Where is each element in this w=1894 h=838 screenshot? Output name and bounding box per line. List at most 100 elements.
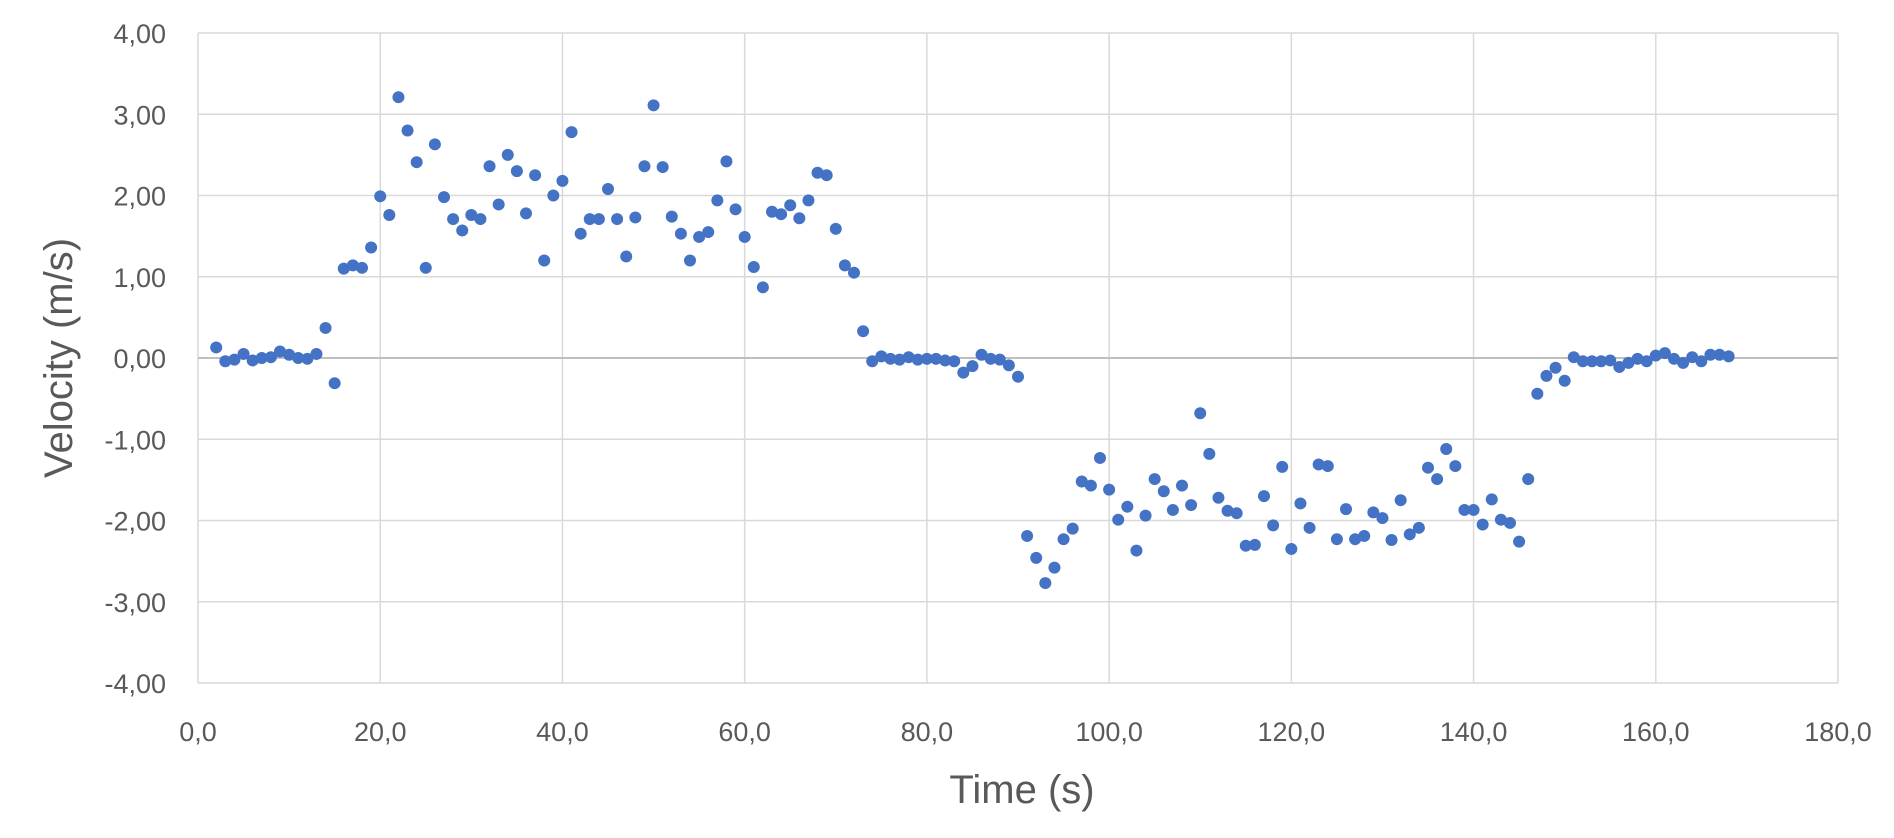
data-point xyxy=(1185,499,1198,512)
data-point xyxy=(1567,351,1580,364)
data-point xyxy=(401,124,414,137)
data-point xyxy=(1686,351,1699,364)
data-point xyxy=(474,213,487,226)
data-point xyxy=(1121,500,1134,513)
x-tick-label: 80,0 xyxy=(901,717,954,747)
data-point xyxy=(210,341,223,354)
data-point xyxy=(629,211,642,224)
y-tick-label: -3,00 xyxy=(104,588,166,618)
data-point xyxy=(583,213,596,226)
data-point xyxy=(984,352,997,365)
data-point xyxy=(1258,490,1270,503)
data-point xyxy=(638,160,651,173)
x-tick-label: 140,0 xyxy=(1440,717,1508,747)
data-point xyxy=(428,138,441,151)
data-point xyxy=(1057,533,1070,546)
y-tick-label: 2,00 xyxy=(113,182,166,212)
data-point xyxy=(346,259,359,272)
data-point xyxy=(720,155,733,168)
data-point xyxy=(893,353,906,366)
x-tick-label: 120,0 xyxy=(1258,717,1326,747)
gridlines xyxy=(197,32,1839,684)
y-tick-label: 1,00 xyxy=(113,263,166,293)
data-point xyxy=(611,213,624,226)
data-point xyxy=(246,354,259,367)
data-point xyxy=(1504,516,1516,529)
data-point xyxy=(1048,561,1061,574)
data-point xyxy=(930,352,942,365)
data-point xyxy=(328,377,341,390)
data-point xyxy=(1558,374,1571,387)
data-point xyxy=(1458,503,1471,516)
data-point xyxy=(1203,447,1216,460)
data-point xyxy=(602,183,614,195)
data-point xyxy=(274,345,286,358)
data-point xyxy=(356,261,368,274)
data-point xyxy=(565,126,578,139)
data-point xyxy=(1285,542,1298,555)
data-point xyxy=(1358,529,1371,542)
data-point xyxy=(1713,348,1726,361)
data-point xyxy=(1394,494,1407,507)
data-point xyxy=(574,227,587,240)
data-point xyxy=(438,191,450,204)
y-tick-label: 0,00 xyxy=(113,344,166,374)
data-point xyxy=(1148,473,1161,486)
data-point xyxy=(1422,461,1434,474)
data-point xyxy=(1540,369,1553,382)
data-point xyxy=(1376,512,1389,525)
data-point xyxy=(456,224,469,237)
data-point xyxy=(693,230,706,243)
data-point xyxy=(1412,521,1425,534)
data-point xyxy=(1349,533,1362,546)
data-point xyxy=(465,209,478,221)
data-point xyxy=(1677,356,1690,369)
data-point xyxy=(738,230,751,243)
data-point xyxy=(1194,407,1207,420)
data-point xyxy=(319,321,332,334)
data-point xyxy=(1531,387,1544,400)
data-point xyxy=(1494,513,1507,526)
data-point xyxy=(747,261,760,273)
data-point xyxy=(975,348,988,361)
data-point xyxy=(884,352,897,365)
data-point xyxy=(1075,475,1088,488)
data-point xyxy=(1476,518,1489,531)
data-point xyxy=(383,209,396,221)
data-point xyxy=(665,210,678,223)
data-point xyxy=(647,99,660,112)
data-point xyxy=(228,353,241,366)
data-point xyxy=(556,174,569,187)
data-point xyxy=(966,360,979,373)
data-point xyxy=(957,366,970,379)
data-point xyxy=(1248,538,1261,551)
data-point xyxy=(939,354,952,367)
data-point xyxy=(1440,443,1453,455)
data-point xyxy=(802,194,815,207)
data-point xyxy=(1649,349,1662,362)
data-point xyxy=(674,227,687,240)
data-point xyxy=(1330,533,1343,546)
data-point xyxy=(1595,355,1608,368)
data-point xyxy=(1002,359,1015,372)
data-point xyxy=(993,353,1006,366)
data-point xyxy=(1367,506,1380,519)
data-point xyxy=(1658,347,1671,360)
data-points xyxy=(210,91,1735,590)
data-point xyxy=(1303,521,1316,534)
data-point xyxy=(902,351,915,364)
data-point xyxy=(1321,460,1334,473)
data-point xyxy=(1403,528,1416,541)
y-axis-title: Velocity (m/s) xyxy=(37,238,81,478)
data-point xyxy=(1130,544,1143,557)
data-point xyxy=(1157,485,1170,498)
data-point xyxy=(838,259,851,272)
data-point xyxy=(702,226,715,239)
data-point xyxy=(1622,356,1635,369)
data-point xyxy=(1613,360,1626,373)
data-point xyxy=(911,353,924,366)
data-point xyxy=(1294,497,1307,510)
data-point xyxy=(1631,352,1644,365)
